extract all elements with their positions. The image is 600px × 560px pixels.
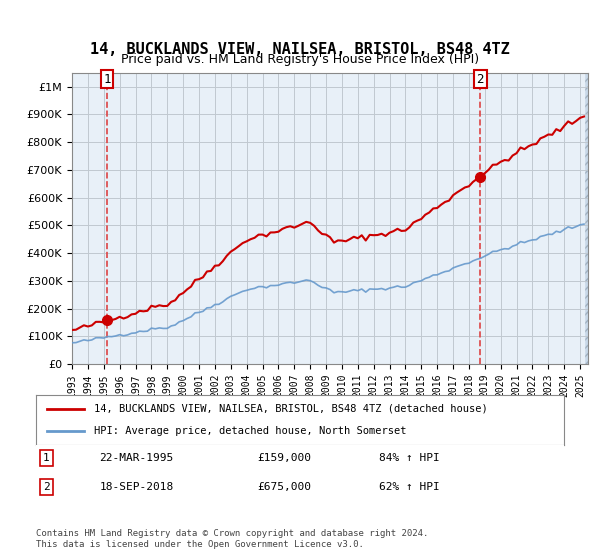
Text: 1: 1 <box>103 73 111 86</box>
Text: Price paid vs. HM Land Registry's House Price Index (HPI): Price paid vs. HM Land Registry's House … <box>121 53 479 66</box>
Text: 62% ↑ HPI: 62% ↑ HPI <box>379 482 440 492</box>
Text: £159,000: £159,000 <box>258 453 312 463</box>
Text: Contains HM Land Registry data © Crown copyright and database right 2024.
This d: Contains HM Land Registry data © Crown c… <box>36 529 428 549</box>
Text: 14, BUCKLANDS VIEW, NAILSEA, BRISTOL, BS48 4TZ: 14, BUCKLANDS VIEW, NAILSEA, BRISTOL, BS… <box>90 42 510 57</box>
Text: £675,000: £675,000 <box>258 482 312 492</box>
Text: 14, BUCKLANDS VIEW, NAILSEA, BRISTOL, BS48 4TZ (detached house): 14, BUCKLANDS VIEW, NAILSEA, BRISTOL, BS… <box>94 404 488 414</box>
Text: HPI: Average price, detached house, North Somerset: HPI: Average price, detached house, Nort… <box>94 426 407 436</box>
Text: 22-MAR-1995: 22-MAR-1995 <box>100 453 173 463</box>
Text: 2: 2 <box>43 482 50 492</box>
Text: 1: 1 <box>43 453 50 463</box>
Text: 2: 2 <box>476 73 484 86</box>
Text: 18-SEP-2018: 18-SEP-2018 <box>100 482 173 492</box>
Text: 84% ↑ HPI: 84% ↑ HPI <box>379 453 440 463</box>
